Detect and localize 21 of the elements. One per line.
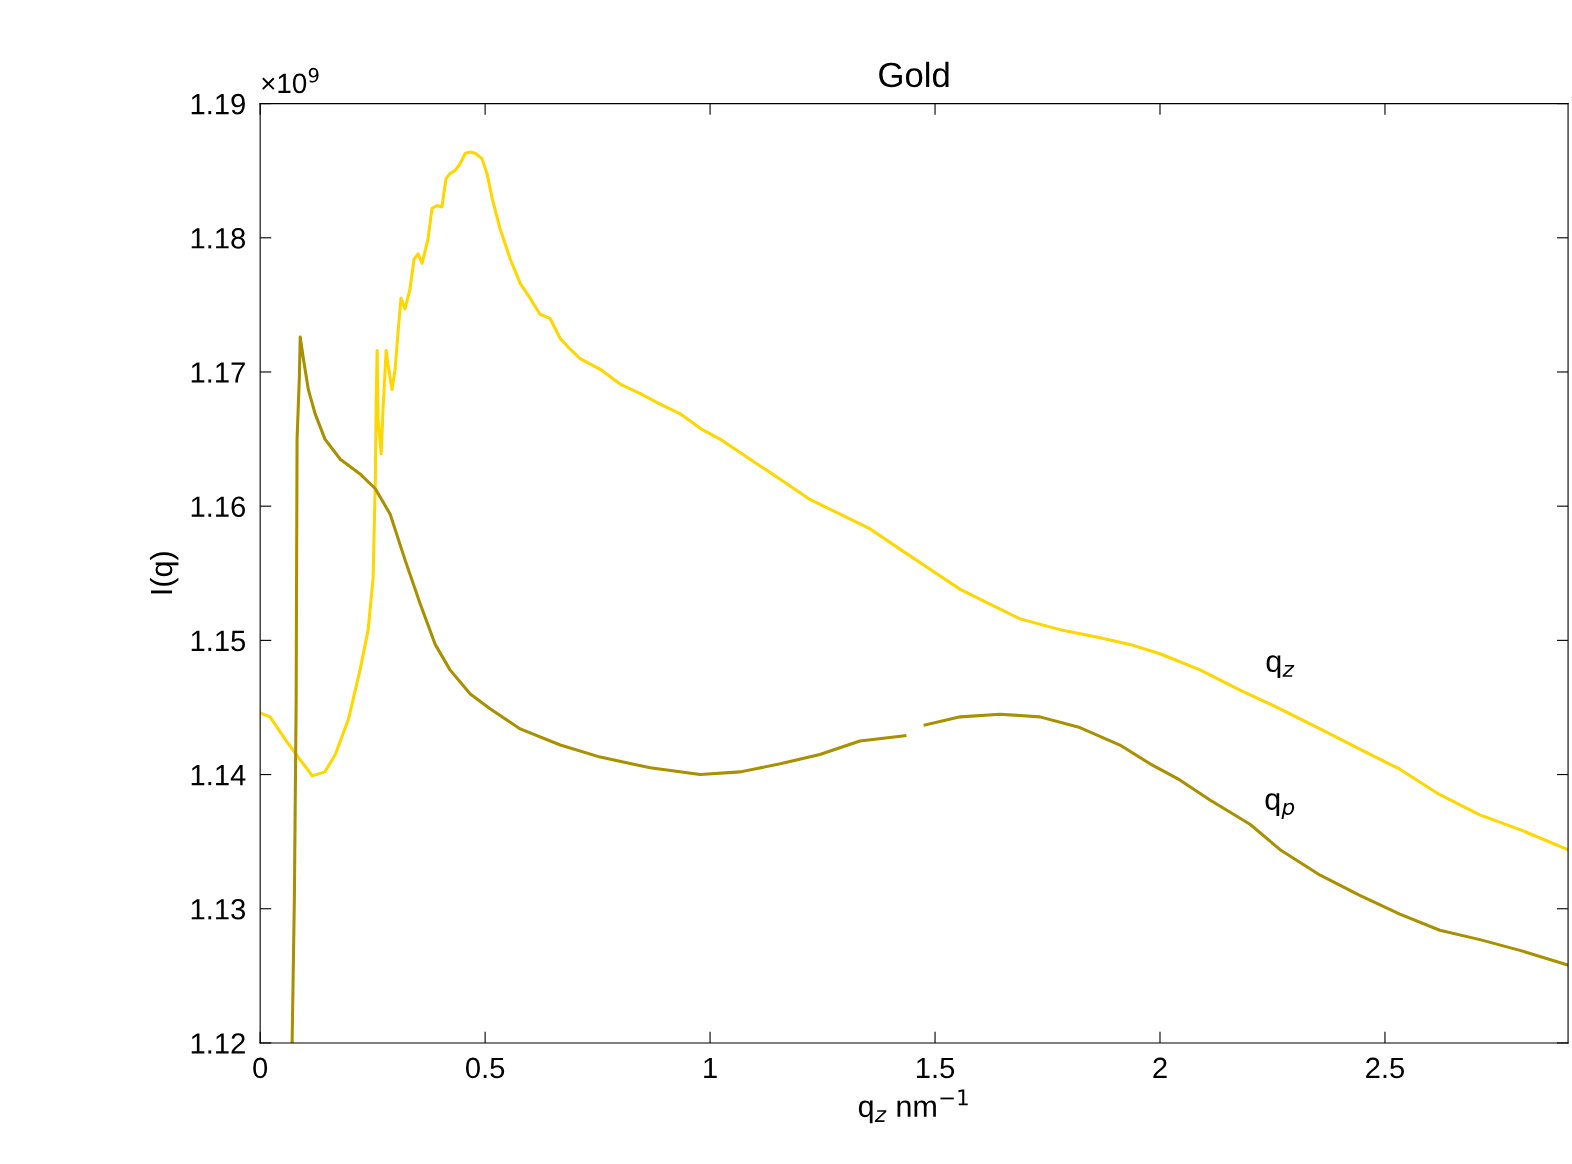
x-axis-title: q$_{z}$ nm$^{−1}$ <box>858 1089 968 1124</box>
y-tick-label: 1.17 <box>191 362 245 383</box>
y-tick-label: 1.19 <box>191 93 245 115</box>
y-tick-label: 1.16 <box>191 496 245 518</box>
x-tick-label: 1 <box>704 1057 717 1078</box>
x-tick-label: 2 <box>1153 1057 1167 1078</box>
x-tick-label: 0.5 <box>465 1057 505 1079</box>
text: ×10$^{9}$ <box>262 67 319 94</box>
y-tick-label: 1.12 <box>191 1033 245 1054</box>
y-tick-label: 1.13 <box>191 898 245 920</box>
y-axis-title: I(q) <box>149 552 179 594</box>
series-label: q$_{z}$ <box>1266 655 1295 679</box>
y-tick-label: 1.18 <box>191 227 246 249</box>
x-tick-label: 2.5 <box>1366 1057 1405 1079</box>
x-tick-label: 1.5 <box>916 1057 955 1079</box>
x-tick-label: 0 <box>253 1057 268 1079</box>
chart-title: Gold <box>879 61 949 88</box>
line-series <box>260 150 1569 852</box>
y-tick-label: 1.14 <box>191 765 246 786</box>
y-tick-label: 1.15 <box>191 630 246 652</box>
series-label: q$_{p}$ <box>1265 793 1295 820</box>
